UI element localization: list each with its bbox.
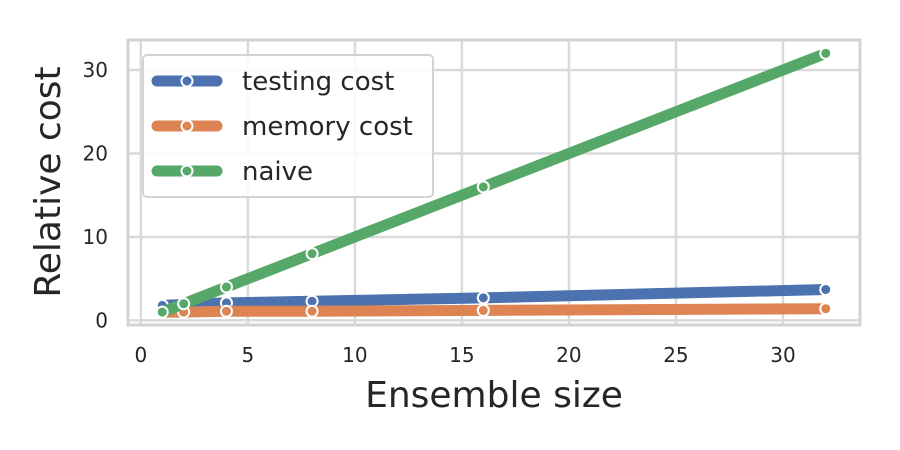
x-tick-label: 20 xyxy=(556,343,581,367)
data-point xyxy=(219,304,233,318)
data-point xyxy=(476,303,490,317)
legend-item: testing cost xyxy=(151,67,394,97)
data-point xyxy=(476,291,490,305)
data-point xyxy=(305,247,319,261)
legend-item: memory cost xyxy=(151,112,413,142)
y-tick-label: 10 xyxy=(83,225,108,249)
data-point xyxy=(177,297,191,311)
legend-box xyxy=(142,54,434,198)
data-point xyxy=(155,305,169,319)
data-point xyxy=(476,180,490,194)
x-tick-label: 5 xyxy=(241,343,254,367)
data-point xyxy=(819,283,833,297)
data-point xyxy=(819,46,833,60)
plot-frame xyxy=(126,38,862,327)
legend: testing cost memory cost naive xyxy=(142,54,434,198)
data-point xyxy=(819,302,833,316)
x-tick-label: 15 xyxy=(449,343,474,367)
legend-item: naive xyxy=(151,157,313,187)
x-tick-label: 10 xyxy=(342,343,367,367)
y-tick-label: 30 xyxy=(83,58,108,82)
series-layer xyxy=(155,46,833,319)
legend-label: testing cost xyxy=(242,67,394,97)
series-line xyxy=(156,303,832,318)
x-axis-title: Ensemble size xyxy=(365,375,623,416)
legend-label: naive xyxy=(242,157,313,187)
legend-marker xyxy=(180,119,194,133)
legend-marker xyxy=(180,74,194,88)
y-axis-title: Relative cost xyxy=(28,66,69,297)
data-point xyxy=(219,280,233,294)
x-tick-label: 30 xyxy=(770,343,795,367)
legend-marker xyxy=(180,164,194,178)
y-tick-label: 20 xyxy=(83,141,108,165)
y-tick-labels: 0 10 20 30 xyxy=(83,58,108,332)
series-naive xyxy=(155,46,833,319)
x-tick-labels: 0 5 10 15 20 25 30 xyxy=(134,343,795,367)
x-tick-label: 0 xyxy=(134,343,147,367)
data-point xyxy=(305,304,319,318)
legend-label: memory cost xyxy=(242,112,413,142)
x-tick-label: 25 xyxy=(663,343,688,367)
series-line xyxy=(156,284,832,311)
y-tick-label: 0 xyxy=(95,308,108,332)
